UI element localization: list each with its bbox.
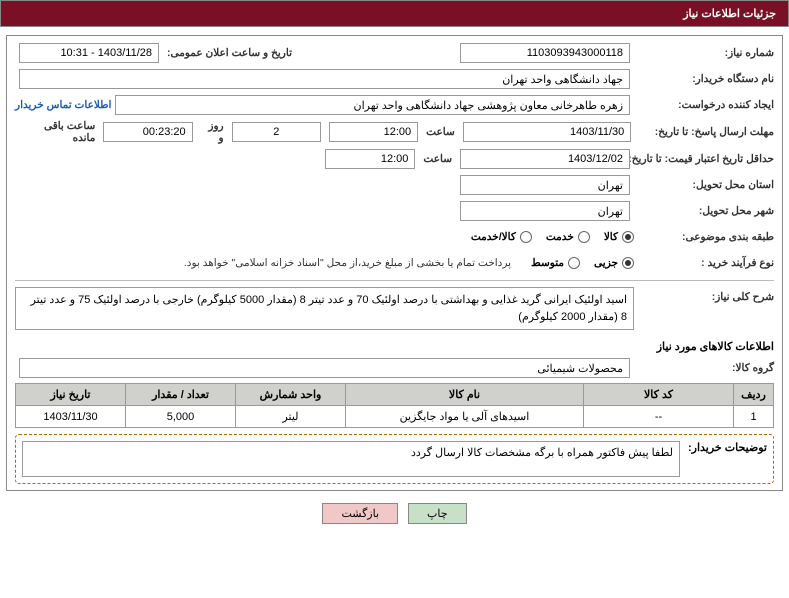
- main-panel: شماره نیاز: 1103093943000118 تاریخ و ساع…: [6, 35, 783, 491]
- divider: [15, 280, 774, 281]
- requester-value: زهره طاهرخانی معاون پژوهشی جهاد دانشگاهی…: [115, 95, 630, 115]
- city-value: تهران: [460, 201, 630, 221]
- th-name: نام کالا: [346, 384, 584, 406]
- page-header: جزئیات اطلاعات نیاز: [0, 0, 789, 27]
- buyer-notes-label: توضیحات خریدار:: [680, 441, 767, 454]
- cell-name: اسیدهای آلی یا مواد جایگزین: [346, 406, 584, 428]
- radio-medium[interactable]: [568, 257, 580, 269]
- validity-date: 1403/12/02: [460, 149, 630, 169]
- buyer-notes-text: لطفا پیش فاکتور همراه با برگه مشخصات کال…: [22, 441, 680, 477]
- need-number-label: شماره نیاز:: [634, 47, 774, 59]
- radio-service[interactable]: [578, 231, 590, 243]
- radio-both[interactable]: [520, 231, 532, 243]
- process-label: نوع فرآیند خرید :: [634, 257, 774, 269]
- items-table: ردیف کد کالا نام کالا واحد شمارش تعداد /…: [15, 383, 774, 428]
- deadline-days: 2: [232, 122, 321, 142]
- items-section-title: اطلاعات کالاهای مورد نیاز: [15, 340, 774, 353]
- payment-note: پرداخت تمام یا بخشی از مبلغ خرید،از محل …: [184, 257, 519, 269]
- requester-label: ایجاد کننده درخواست:: [634, 99, 774, 111]
- deadline-label: مهلت ارسال پاسخ: تا تاریخ:: [635, 126, 774, 138]
- contact-link[interactable]: اطلاعات تماس خریدار: [15, 99, 111, 111]
- cell-index: 1: [734, 406, 774, 428]
- product-group-value: محصولات شیمیائی: [19, 358, 630, 378]
- deadline-time-label: ساعت: [422, 126, 459, 138]
- buyer-org-value: جهاد دانشگاهی واحد تهران: [19, 69, 630, 89]
- radio-goods-label: کالا: [592, 231, 618, 243]
- buyer-notes-box: توضیحات خریدار: لطفا پیش فاکتور همراه با…: [15, 434, 774, 484]
- th-code: کد کالا: [584, 384, 734, 406]
- print-button[interactable]: چاپ: [408, 503, 467, 524]
- validity-label: حداقل تاریخ اعتبار قیمت: تا تاریخ:: [634, 153, 774, 165]
- radio-minor-label: جزیی: [582, 257, 618, 269]
- cell-unit: لیتر: [236, 406, 346, 428]
- cell-qty: 5,000: [126, 406, 236, 428]
- table-header-row: ردیف کد کالا نام کالا واحد شمارش تعداد /…: [16, 384, 774, 406]
- province-value: تهران: [460, 175, 630, 195]
- deadline-time: 12:00: [329, 122, 418, 142]
- announce-label: تاریخ و ساعت اعلان عمومی:: [163, 47, 292, 59]
- need-number-value: 1103093943000118: [460, 43, 630, 63]
- category-radio-group: کالا خدمت کالا/خدمت: [459, 231, 634, 243]
- cell-date: 1403/11/30: [16, 406, 126, 428]
- validity-time-label: ساعت: [419, 153, 456, 165]
- overview-label: شرح کلی نیاز:: [634, 287, 774, 303]
- overview-text: اسید اولئیک ایرانی گرید غذایی و بهداشتی …: [15, 287, 634, 330]
- city-label: شهر محل تحویل:: [634, 205, 774, 217]
- deadline-remain-label: ساعت باقی مانده: [15, 120, 99, 144]
- table-row: 1 -- اسیدهای آلی یا مواد جایگزین لیتر 5,…: [16, 406, 774, 428]
- deadline-date: 1403/11/30: [463, 122, 632, 142]
- radio-service-label: خدمت: [534, 231, 574, 243]
- back-button[interactable]: بازگشت: [322, 503, 398, 524]
- radio-goods[interactable]: [622, 231, 634, 243]
- page-title: جزئیات اطلاعات نیاز: [683, 8, 776, 20]
- process-radio-group: جزیی متوسط: [519, 257, 634, 269]
- footer-buttons: چاپ بازگشت: [0, 495, 789, 532]
- th-qty: تعداد / مقدار: [126, 384, 236, 406]
- product-group-label: گروه کالا:: [634, 362, 774, 374]
- deadline-remain: 00:23:20: [103, 122, 192, 142]
- announce-value: 1403/11/28 - 10:31: [19, 43, 159, 63]
- validity-time: 12:00: [325, 149, 415, 169]
- radio-minor[interactable]: [622, 257, 634, 269]
- th-unit: واحد شمارش: [236, 384, 346, 406]
- cell-code: --: [584, 406, 734, 428]
- deadline-days-label: روز و: [197, 120, 228, 144]
- province-label: استان محل تحویل:: [634, 179, 774, 191]
- th-index: ردیف: [734, 384, 774, 406]
- th-date: تاریخ نیاز: [16, 384, 126, 406]
- category-label: طبقه بندی موضوعی:: [634, 231, 774, 243]
- buyer-org-label: نام دستگاه خریدار:: [634, 73, 774, 85]
- radio-both-label: کالا/خدمت: [459, 231, 516, 243]
- radio-medium-label: متوسط: [519, 257, 564, 269]
